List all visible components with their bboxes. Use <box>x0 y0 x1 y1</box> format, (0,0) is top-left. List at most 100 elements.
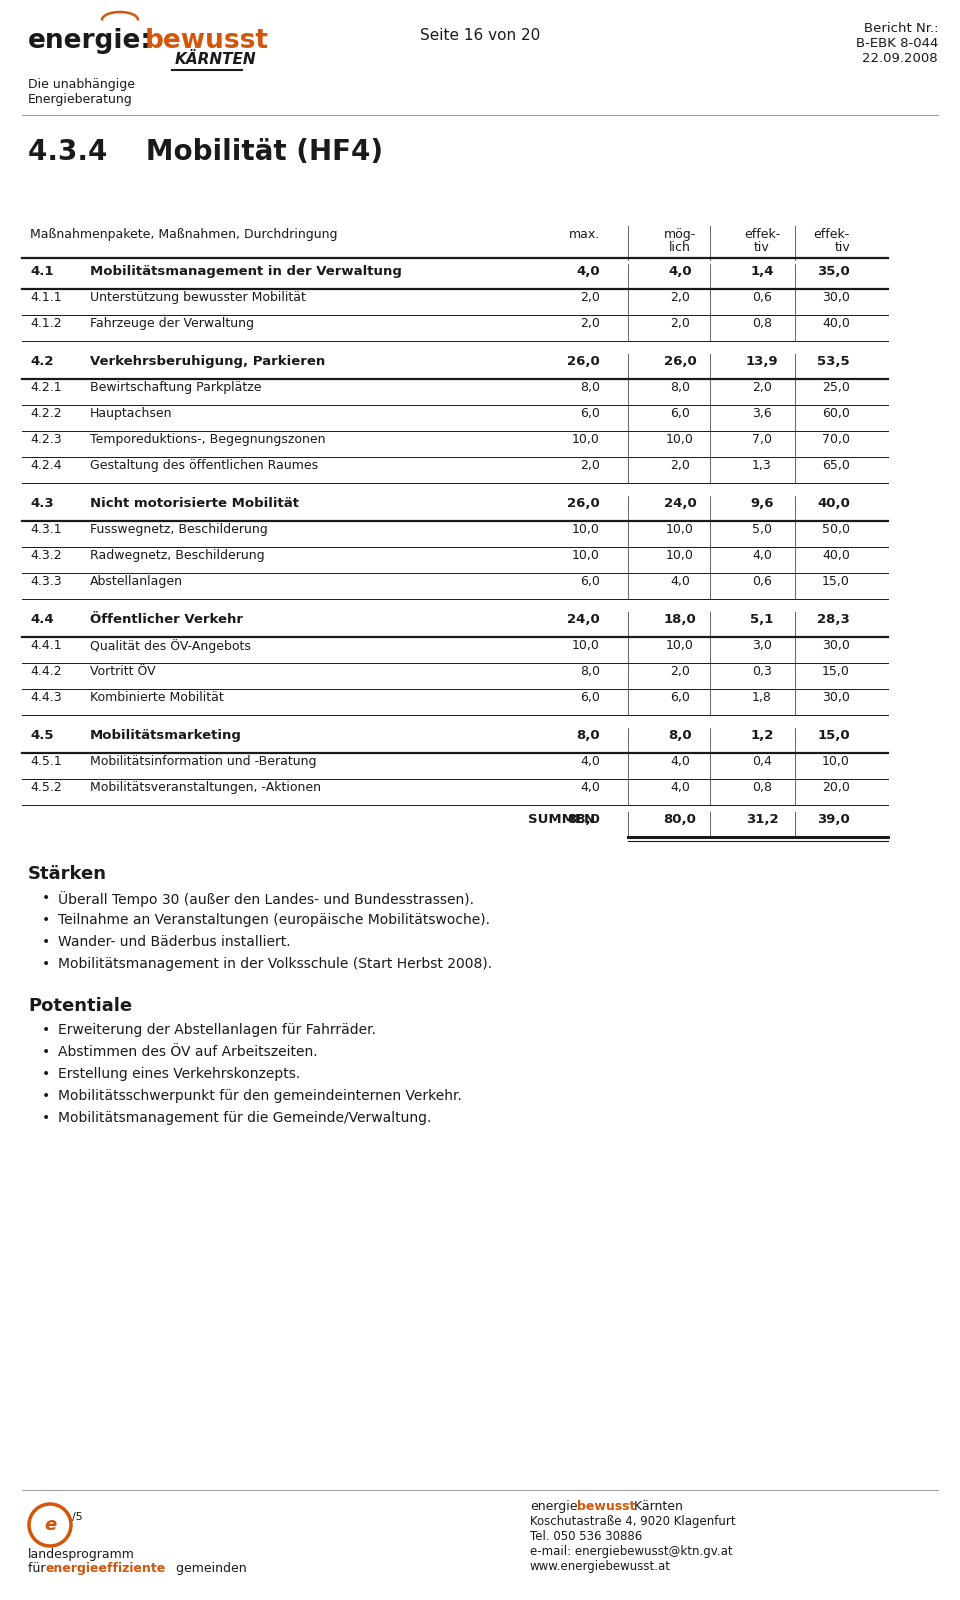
Text: Mobilitätsmarketing: Mobilitätsmarketing <box>90 730 242 742</box>
Text: 8,0: 8,0 <box>668 730 692 742</box>
Text: 30,0: 30,0 <box>822 691 850 704</box>
Text: 2,0: 2,0 <box>580 459 600 472</box>
Text: •: • <box>42 891 50 906</box>
Text: Tel. 050 536 30886: Tel. 050 536 30886 <box>530 1530 642 1542</box>
Text: tiv: tiv <box>834 242 850 254</box>
Text: 4.5.2: 4.5.2 <box>30 781 61 794</box>
Text: 1,4: 1,4 <box>751 266 774 278</box>
Text: Potentiale: Potentiale <box>28 997 132 1014</box>
Text: 4.1.1: 4.1.1 <box>30 291 61 304</box>
Text: 10,0: 10,0 <box>666 549 694 562</box>
Text: 10,0: 10,0 <box>572 638 600 653</box>
Text: 13,9: 13,9 <box>746 355 779 368</box>
Text: max.: max. <box>568 227 600 242</box>
Text: 26,0: 26,0 <box>567 498 600 510</box>
Text: energie:: energie: <box>530 1501 582 1514</box>
Text: 65,0: 65,0 <box>822 459 850 472</box>
Text: Mobilitätsmanagement für die Gemeinde/Verwaltung.: Mobilitätsmanagement für die Gemeinde/Ve… <box>58 1110 431 1125</box>
Text: gemeinden: gemeinden <box>172 1562 247 1574</box>
Text: e: e <box>44 1517 56 1534</box>
Text: 4.3.2: 4.3.2 <box>30 549 61 562</box>
Text: Qualität des ÖV-Angebots: Qualität des ÖV-Angebots <box>90 638 251 653</box>
Text: 24,0: 24,0 <box>663 498 696 510</box>
Text: 8,0: 8,0 <box>576 730 600 742</box>
Text: 4,0: 4,0 <box>580 781 600 794</box>
Text: Erstellung eines Verkehrskonzepts.: Erstellung eines Verkehrskonzepts. <box>58 1067 300 1082</box>
Text: Bericht Nr.:: Bericht Nr.: <box>863 22 938 35</box>
Text: effek-: effek- <box>814 227 850 242</box>
Text: Gestaltung des öffentlichen Raumes: Gestaltung des öffentlichen Raumes <box>90 459 318 472</box>
Text: 2,0: 2,0 <box>580 317 600 330</box>
Text: Abstellanlagen: Abstellanlagen <box>90 574 183 587</box>
Text: 10,0: 10,0 <box>572 434 600 446</box>
Text: •: • <box>42 1090 50 1102</box>
Text: 15,0: 15,0 <box>817 730 850 742</box>
Text: 4.5.1: 4.5.1 <box>30 755 61 768</box>
Text: 6,0: 6,0 <box>580 574 600 587</box>
Text: energieeffiziente: energieeffiziente <box>46 1562 166 1574</box>
Text: •: • <box>42 957 50 971</box>
Text: Nicht motorisierte Mobilität: Nicht motorisierte Mobilität <box>90 498 299 510</box>
Text: 53,5: 53,5 <box>817 355 850 368</box>
Text: Kombinierte Mobilität: Kombinierte Mobilität <box>90 691 224 704</box>
Text: KÄRNTEN: KÄRNTEN <box>175 51 256 67</box>
Text: Fahrzeuge der Verwaltung: Fahrzeuge der Verwaltung <box>90 317 254 330</box>
Text: 6,0: 6,0 <box>670 691 690 704</box>
Text: 80,0: 80,0 <box>663 813 696 826</box>
Text: 6,0: 6,0 <box>580 406 600 419</box>
Text: •: • <box>42 1045 50 1059</box>
Text: Wander- und Bäderbus installiert.: Wander- und Bäderbus installiert. <box>58 934 291 949</box>
Text: 2,0: 2,0 <box>752 381 772 394</box>
Text: 4,0: 4,0 <box>670 781 690 794</box>
Text: 26,0: 26,0 <box>567 355 600 368</box>
Text: Hauptachsen: Hauptachsen <box>90 406 173 419</box>
Text: Kärnten: Kärnten <box>630 1501 683 1514</box>
Text: 4.2.1: 4.2.1 <box>30 381 61 394</box>
Text: 10,0: 10,0 <box>666 523 694 536</box>
Text: 40,0: 40,0 <box>817 498 850 510</box>
Text: 4,0: 4,0 <box>752 549 772 562</box>
Text: e-mail: energiebewusst@ktn.gv.at: e-mail: energiebewusst@ktn.gv.at <box>530 1546 732 1558</box>
Text: SUMMEN: SUMMEN <box>528 813 595 826</box>
Text: 0,8: 0,8 <box>752 317 772 330</box>
Text: 31,2: 31,2 <box>746 813 779 826</box>
Text: 30,0: 30,0 <box>822 291 850 304</box>
Text: 22.09.2008: 22.09.2008 <box>862 51 938 66</box>
Text: Unterstützung bewusster Mobilität: Unterstützung bewusster Mobilität <box>90 291 306 304</box>
Text: Mobilitätsinformation und -Beratung: Mobilitätsinformation und -Beratung <box>90 755 317 768</box>
Text: 4,0: 4,0 <box>670 755 690 768</box>
Text: 4.2.4: 4.2.4 <box>30 459 61 472</box>
Text: 4,0: 4,0 <box>580 755 600 768</box>
Text: 4.2.2: 4.2.2 <box>30 406 61 419</box>
Text: Verkehrsberuhigung, Parkieren: Verkehrsberuhigung, Parkieren <box>90 355 325 368</box>
Text: •: • <box>42 934 50 949</box>
Text: Mobilitätsveranstaltungen, -Aktionen: Mobilitätsveranstaltungen, -Aktionen <box>90 781 321 794</box>
Text: 4,0: 4,0 <box>576 266 600 278</box>
Text: 26,0: 26,0 <box>663 355 696 368</box>
Text: 10,0: 10,0 <box>572 523 600 536</box>
Text: 2,0: 2,0 <box>670 666 690 678</box>
Text: 8,0: 8,0 <box>580 666 600 678</box>
Text: 4.2.3: 4.2.3 <box>30 434 61 446</box>
Text: Stärken: Stärken <box>28 866 107 883</box>
Text: 1,3: 1,3 <box>752 459 772 472</box>
Text: Überall Tempo 30 (außer den Landes- und Bundesstrassen).: Überall Tempo 30 (außer den Landes- und … <box>58 891 474 907</box>
Text: 1,8: 1,8 <box>752 691 772 704</box>
Text: 40,0: 40,0 <box>822 317 850 330</box>
Text: 88,0: 88,0 <box>567 813 600 826</box>
Text: 30,0: 30,0 <box>822 638 850 653</box>
Text: Teilnahme an Veranstaltungen (europäische Mobilitätswoche).: Teilnahme an Veranstaltungen (europäisch… <box>58 914 490 926</box>
Text: •: • <box>42 914 50 926</box>
Text: 4,0: 4,0 <box>668 266 692 278</box>
Text: landesprogramm: landesprogramm <box>28 1549 134 1562</box>
Text: 4.1: 4.1 <box>30 266 54 278</box>
Text: 18,0: 18,0 <box>663 613 696 626</box>
Text: Seite 16 von 20: Seite 16 von 20 <box>420 27 540 43</box>
Text: 4.4: 4.4 <box>30 613 54 626</box>
Text: lich: lich <box>669 242 691 254</box>
Text: /5: /5 <box>72 1512 83 1522</box>
Text: 10,0: 10,0 <box>572 549 600 562</box>
Text: B-EBK 8-044: B-EBK 8-044 <box>855 37 938 50</box>
Text: 4.3.1: 4.3.1 <box>30 523 61 536</box>
Text: 7,0: 7,0 <box>752 434 772 446</box>
